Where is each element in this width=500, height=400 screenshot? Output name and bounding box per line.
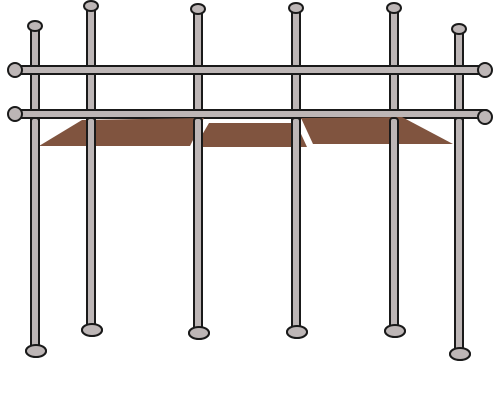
plank-deck xyxy=(39,117,453,147)
pole-4-front xyxy=(291,117,301,332)
top-rail-right-end xyxy=(477,62,493,78)
foot-2 xyxy=(81,323,103,337)
pole-6-front xyxy=(454,117,464,354)
lower-rail-left-end xyxy=(7,106,23,122)
pole-1-top xyxy=(27,20,43,32)
lower-rail xyxy=(14,109,490,119)
pole-4-top xyxy=(288,2,304,14)
pole-5-front xyxy=(389,117,399,332)
pole-2-top xyxy=(83,0,99,12)
plank-right xyxy=(301,117,453,144)
pole-6-top xyxy=(451,23,467,35)
front-pole-segments xyxy=(30,117,464,354)
foot-3 xyxy=(188,326,210,340)
top-rail xyxy=(14,65,490,75)
plank-left xyxy=(39,118,204,146)
lower-rail-right-end xyxy=(477,109,493,125)
top-rail-left-end xyxy=(7,62,23,78)
pole-2-front xyxy=(86,117,96,331)
pole-1-front xyxy=(30,117,40,352)
pole-feet xyxy=(25,323,471,361)
foot-6 xyxy=(449,347,471,361)
foot-5 xyxy=(384,324,406,338)
foot-1 xyxy=(25,344,47,358)
horizontal-rails xyxy=(7,62,493,125)
pole-3-front xyxy=(193,117,203,333)
foot-4 xyxy=(286,325,308,339)
pole-3-top xyxy=(190,3,206,15)
pole-5-top xyxy=(386,2,402,14)
plank-middle xyxy=(195,123,307,147)
